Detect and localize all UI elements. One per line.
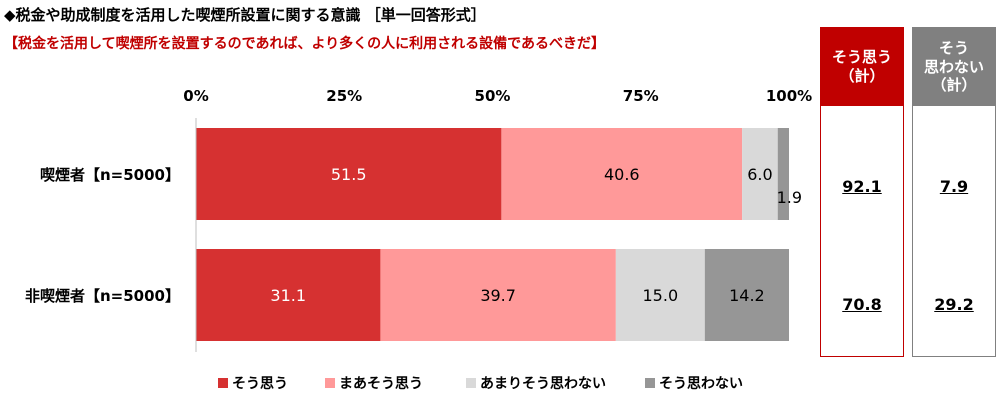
data-label: 6.0	[747, 165, 772, 184]
stacked-bar-chart: 0% 25% 50% 75% 100% 喫煙者【n=5000】 51.5 40.6 6.0 1.9…	[0, 0, 820, 410]
category-label: 非喫煙者【n=5000】	[25, 287, 180, 305]
data-label: 39.7	[480, 286, 516, 305]
legend-swatch	[218, 378, 228, 388]
data-label: 40.6	[604, 165, 640, 184]
x-tick-label: 50%	[475, 87, 511, 105]
legend-label: そう思う	[232, 376, 288, 392]
legend-label: そう思わない	[659, 376, 743, 392]
agree-total-header: そう思う （計）	[821, 28, 903, 106]
legend-swatch	[325, 378, 335, 388]
x-tick-label: 0%	[183, 87, 208, 105]
data-label: 51.5	[331, 165, 367, 184]
legend-label: あまりそう思わない	[480, 376, 606, 392]
legend-swatch	[466, 378, 476, 388]
data-label: 15.0	[643, 286, 679, 305]
disagree-total-smokers: 7.9	[913, 177, 995, 196]
disagree-total-nonsmokers: 29.2	[913, 295, 995, 314]
legend-label: まあそう思う	[339, 376, 423, 392]
legend-swatch	[645, 378, 655, 388]
agree-total-column: そう思う （計） 92.1 70.8	[820, 27, 904, 357]
x-tick-label: 75%	[623, 87, 659, 105]
agree-total-smokers: 92.1	[821, 177, 903, 196]
data-label: 31.1	[270, 286, 306, 305]
disagree-total-column: そう 思わない （計） 7.9 29.2	[912, 27, 996, 357]
x-tick-label: 100%	[766, 87, 812, 105]
disagree-total-header: そう 思わない （計）	[913, 28, 995, 106]
category-label: 喫煙者【n=5000】	[40, 166, 180, 184]
agree-total-nonsmokers: 70.8	[821, 295, 903, 314]
data-label: 14.2	[729, 286, 765, 305]
data-label: 1.9	[777, 188, 802, 207]
x-tick-label: 25%	[326, 87, 362, 105]
